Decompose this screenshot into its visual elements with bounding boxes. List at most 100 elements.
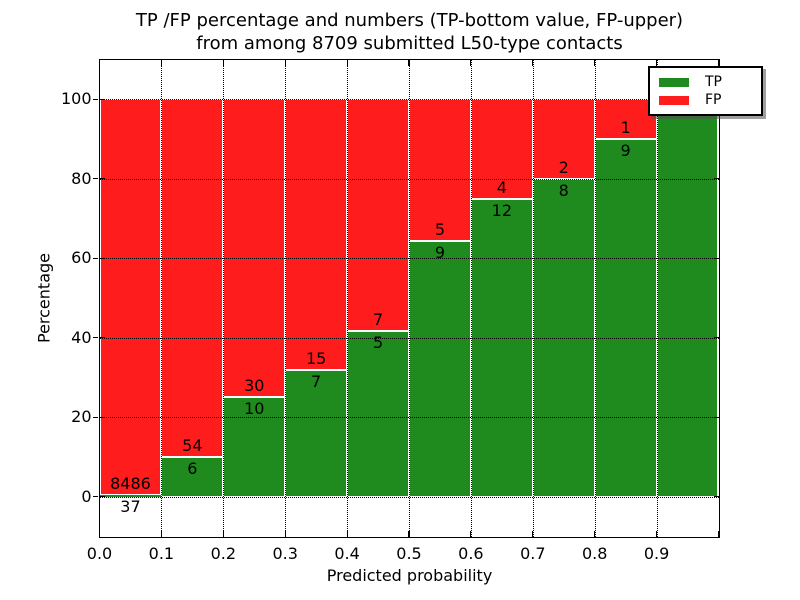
vertical-gridline bbox=[347, 59, 349, 537]
x-tick-mark bbox=[408, 59, 410, 66]
x-tick-mark bbox=[98, 59, 101, 66]
x-tick-mark bbox=[470, 530, 472, 537]
x-tick-mark bbox=[594, 59, 596, 66]
x-tick-mark bbox=[346, 59, 348, 66]
vertical-gridline bbox=[470, 59, 472, 537]
legend: TP FP bbox=[648, 66, 763, 116]
fp-legend-swatch bbox=[659, 95, 689, 105]
x-tick-mark bbox=[717, 530, 720, 537]
legend-item-fp: FP bbox=[659, 92, 747, 108]
plot-area: 8486375463010157755941228192020406080100… bbox=[61, 58, 720, 563]
fp-count-label: 2 bbox=[558, 157, 569, 177]
x-tick-label: 0.5 bbox=[396, 543, 422, 563]
fp-legend-label: FP bbox=[705, 92, 722, 108]
y-tick-mark bbox=[713, 416, 719, 418]
y-tick-label: 60 bbox=[71, 248, 92, 268]
x-tick-label: 0.7 bbox=[520, 543, 546, 563]
legend-item-tp: TP bbox=[659, 74, 747, 90]
y-tick-mark bbox=[93, 178, 98, 180]
y-tick-mark bbox=[93, 416, 98, 418]
x-axis-label: Predicted probability bbox=[326, 566, 493, 585]
vertical-gridline bbox=[594, 59, 596, 537]
vertical-gridline bbox=[285, 59, 287, 537]
y-tick-mark bbox=[93, 337, 98, 339]
tp-count-label: 10 bbox=[244, 399, 265, 419]
tp-count-label: 9 bbox=[620, 141, 631, 160]
bar-tp-segment bbox=[409, 241, 471, 497]
tp-legend-swatch bbox=[659, 77, 689, 87]
tp-count-label: 5 bbox=[372, 333, 384, 353]
fp-count-label: 15 bbox=[305, 349, 327, 369]
bar-tp-segment bbox=[99, 495, 162, 497]
fp-count-label: 1 bbox=[620, 118, 631, 137]
y-tick-mark bbox=[99, 178, 105, 180]
x-tick-mark bbox=[160, 530, 162, 537]
x-tick-label: 0.4 bbox=[334, 543, 360, 563]
x-tick-mark bbox=[222, 59, 224, 66]
x-tick-mark bbox=[470, 59, 472, 66]
fp-count-label: 7 bbox=[372, 310, 384, 330]
x-tick-mark bbox=[532, 530, 534, 537]
bar-fp-segment bbox=[285, 99, 348, 371]
y-tick-mark bbox=[713, 178, 719, 180]
vertical-gridline bbox=[161, 59, 163, 537]
bar-fp-segment bbox=[223, 99, 286, 398]
y-tick-mark bbox=[713, 496, 719, 498]
tp-count-label: 8 bbox=[558, 180, 569, 200]
bar-fp-segment bbox=[347, 99, 409, 332]
tp-count-label: 7 bbox=[311, 372, 322, 392]
x-tick-mark bbox=[160, 59, 162, 66]
y-tick-mark bbox=[93, 257, 98, 259]
y-tick-mark bbox=[713, 337, 719, 339]
x-tick-mark bbox=[594, 530, 596, 537]
y-tick-label: 80 bbox=[71, 168, 92, 188]
y-tick-mark bbox=[93, 98, 98, 100]
vertical-gridline bbox=[532, 59, 534, 537]
x-tick-label: 0.2 bbox=[210, 543, 237, 563]
x-tick-mark bbox=[656, 59, 658, 66]
bar-tp-segment bbox=[594, 139, 657, 497]
x-tick-mark bbox=[717, 59, 720, 66]
bar-tp-segment bbox=[285, 370, 348, 497]
vertical-gridline bbox=[409, 59, 410, 537]
y-tick-mark bbox=[93, 496, 98, 498]
fp-count-label: 5 bbox=[434, 220, 446, 240]
fp-count-label: 30 bbox=[244, 376, 265, 396]
x-tick-mark bbox=[98, 530, 101, 537]
y-tick-label: 40 bbox=[71, 327, 92, 347]
x-tick-mark bbox=[532, 59, 534, 66]
bar-tp-segment bbox=[347, 331, 409, 497]
bar-fp-segment bbox=[161, 99, 224, 457]
x-tick-label: 0.0 bbox=[86, 543, 113, 563]
x-tick-label: 0.1 bbox=[148, 543, 175, 563]
y-tick-label: 20 bbox=[71, 407, 92, 427]
x-tick-label: 0.6 bbox=[458, 543, 484, 563]
x-tick-mark bbox=[346, 530, 348, 537]
x-tick-mark bbox=[408, 530, 410, 537]
fp-count-label: 4 bbox=[496, 177, 507, 197]
tp-legend-label: TP bbox=[705, 74, 722, 90]
chart-title: TP /FP percentage and numbers (TP-bottom… bbox=[100, 9, 719, 55]
bar-tp-segment bbox=[223, 397, 286, 497]
y-tick-mark bbox=[99, 496, 105, 498]
y-tick-mark bbox=[99, 416, 105, 418]
x-tick-mark bbox=[284, 59, 286, 66]
x-tick-mark bbox=[284, 530, 286, 537]
x-tick-mark bbox=[656, 530, 658, 537]
tp-count-label: 6 bbox=[187, 459, 198, 478]
tp-count-label: 37 bbox=[120, 497, 141, 517]
x-tick-label: 0.9 bbox=[643, 543, 670, 563]
y-tick-mark bbox=[99, 98, 105, 100]
y-tick-mark bbox=[99, 257, 105, 259]
bar-tp-segment bbox=[656, 99, 719, 497]
y-tick-mark bbox=[99, 337, 105, 339]
bar-fp-segment bbox=[99, 99, 162, 496]
chart-title-line2: from among 8709 submitted L50-type conta… bbox=[196, 33, 623, 54]
x-tick-label: 0.8 bbox=[581, 543, 608, 563]
x-tick-mark bbox=[222, 530, 224, 537]
fp-count-label: 8486 bbox=[110, 474, 151, 494]
fp-count-label: 54 bbox=[182, 436, 203, 455]
vertical-gridline bbox=[223, 59, 225, 537]
x-tick-label: 0.3 bbox=[272, 543, 298, 563]
